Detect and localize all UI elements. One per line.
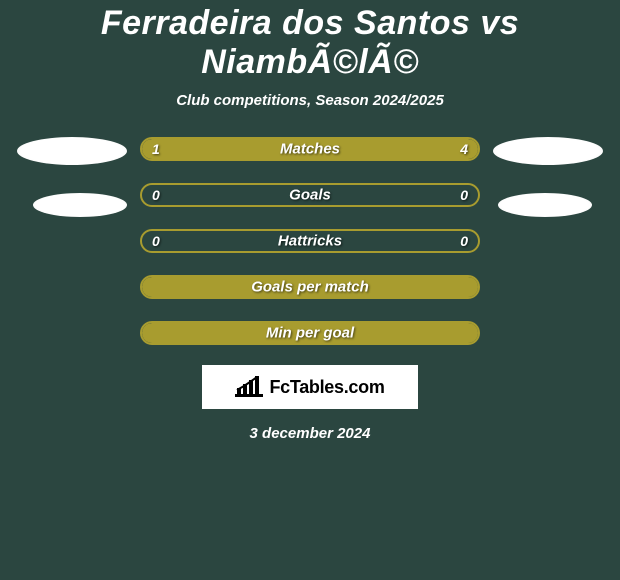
player-right-ellipse-1 bbox=[493, 137, 603, 165]
bar-value-right: 0 bbox=[460, 187, 468, 203]
stat-bars: 1 4 Matches 0 0 Goals 0 0 Hattricks Goals per mat… bbox=[140, 137, 480, 345]
right-avatar-column bbox=[498, 137, 598, 217]
bar-value-left: 1 bbox=[152, 141, 160, 157]
bar-value-left: 0 bbox=[152, 187, 160, 203]
page-subtitle: Club competitions, Season 2024/2025 bbox=[0, 92, 620, 109]
left-avatar-column bbox=[22, 137, 122, 217]
bar-label: Hattricks bbox=[278, 233, 342, 250]
bar-fill-right bbox=[202, 139, 478, 159]
player-left-ellipse-2 bbox=[33, 193, 127, 217]
logo-text: FcTables.com bbox=[269, 377, 384, 398]
bar-value-left: 0 bbox=[152, 233, 160, 249]
date-text: 3 december 2024 bbox=[0, 425, 620, 442]
stat-bar-goals-per-match: Goals per match bbox=[140, 275, 480, 299]
bar-value-right: 0 bbox=[460, 233, 468, 249]
infographic-container: Ferradeira dos Santos vs NiambÃ©lÃ© Club… bbox=[0, 0, 620, 442]
page-title: Ferradeira dos Santos vs NiambÃ©lÃ© bbox=[0, 4, 620, 82]
stat-bar-matches: 1 4 Matches bbox=[140, 137, 480, 161]
bar-label: Goals per match bbox=[251, 279, 369, 296]
bar-label: Matches bbox=[280, 141, 340, 158]
bar-label: Goals bbox=[289, 187, 331, 204]
chart-area: 1 4 Matches 0 0 Goals 0 0 Hattricks Goals per mat… bbox=[0, 137, 620, 345]
player-right-ellipse-2 bbox=[498, 193, 592, 217]
stat-bar-min-per-goal: Min per goal bbox=[140, 321, 480, 345]
logo-box: FcTables.com bbox=[202, 365, 418, 409]
bar-label: Min per goal bbox=[266, 325, 354, 342]
stat-bar-hattricks: 0 0 Hattricks bbox=[140, 229, 480, 253]
player-left-ellipse-1 bbox=[17, 137, 127, 165]
stat-bar-goals: 0 0 Goals bbox=[140, 183, 480, 207]
chart-icon bbox=[235, 376, 263, 398]
bar-value-right: 4 bbox=[460, 141, 468, 157]
